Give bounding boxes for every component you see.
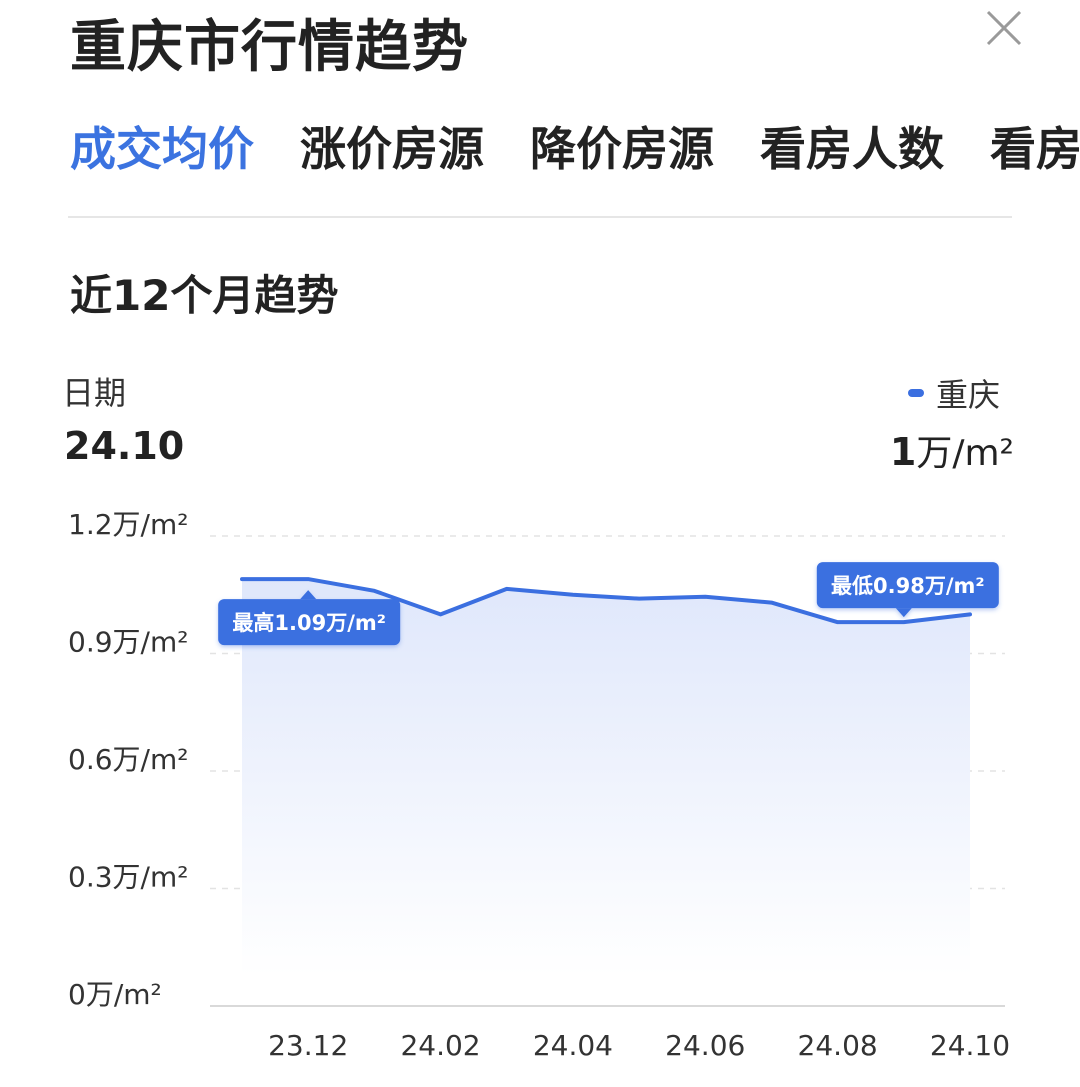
y-tick-label: 1.2万/m² bbox=[68, 508, 188, 541]
tab-viewings[interactable]: 看房 bbox=[990, 122, 1080, 176]
x-tick-label: 24.08 bbox=[798, 1029, 878, 1062]
x-tick-label: 24.04 bbox=[533, 1029, 613, 1062]
date-label: 日期 bbox=[62, 374, 127, 412]
tab-viewers[interactable]: 看房人数 bbox=[760, 122, 944, 176]
date-value: 24.10 bbox=[64, 424, 185, 468]
legend-swatch bbox=[907, 389, 924, 397]
current-value-number: 1 bbox=[889, 430, 917, 474]
tab-price-up[interactable]: 涨价房源 bbox=[300, 122, 484, 176]
series-line-chongqing[interactable] bbox=[240, 577, 972, 625]
x-tick-label: 24.06 bbox=[665, 1029, 745, 1062]
max-value-tooltip: 最高1.09万/m² bbox=[218, 590, 401, 646]
y-tick-label: 0.9万/m² bbox=[68, 626, 188, 659]
tooltip-label: 最高1.09万/m² bbox=[232, 611, 386, 635]
legend: 重庆 bbox=[907, 370, 1000, 416]
tab-bar: 成交均价 涨价房源 降价房源 看房人数 看房 bbox=[70, 118, 1080, 184]
legend-label: 重庆 bbox=[935, 376, 1000, 414]
y-tick-label: 0.6万/m² bbox=[68, 743, 188, 776]
min-value-tooltip: 最低0.98万/m² bbox=[816, 562, 999, 618]
tab-avg-price[interactable]: 成交均价 bbox=[70, 122, 254, 176]
x-tick-label: 24.02 bbox=[400, 1029, 480, 1062]
y-tick-label: 0万/m² bbox=[68, 978, 162, 1011]
page-title: 重庆市行情趋势 bbox=[70, 15, 469, 80]
section-title: 近12个月趋势 bbox=[70, 271, 339, 320]
x-tick-label: 24.10 bbox=[930, 1029, 1010, 1062]
close-button[interactable] bbox=[980, 4, 1028, 52]
series-area bbox=[242, 579, 970, 976]
close-icon bbox=[986, 10, 1022, 46]
current-value: 1万/m² bbox=[890, 424, 1014, 476]
tooltip-label: 最低0.98万/m² bbox=[831, 574, 985, 598]
divider bbox=[68, 216, 1012, 218]
y-tick-label: 0.3万/m² bbox=[68, 861, 188, 894]
x-tick-label: 23.12 bbox=[268, 1029, 348, 1062]
tab-price-down[interactable]: 降价房源 bbox=[530, 122, 714, 176]
current-value-unit: 万/m² bbox=[916, 433, 1014, 474]
